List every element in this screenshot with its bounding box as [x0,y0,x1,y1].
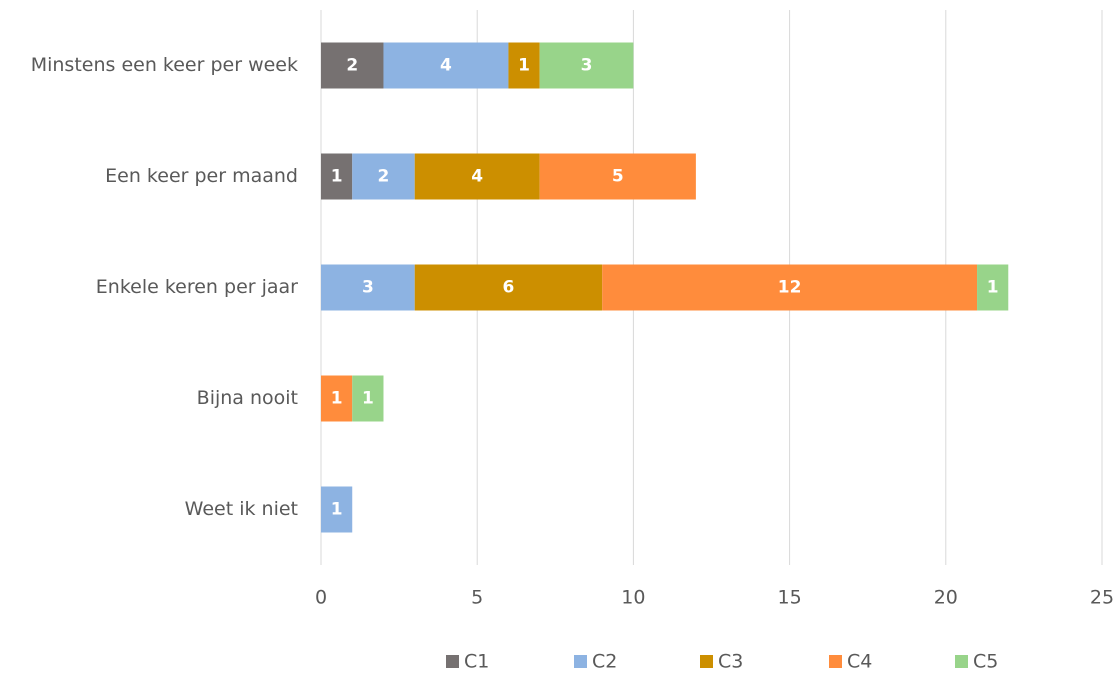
bar-segment [321,42,384,89]
data-label: 2 [378,167,390,187]
y-tick-label: Weet ik niet [185,498,298,520]
y-tick-label: Een keer per maand [105,165,298,187]
bar-segment [539,42,634,89]
bar-segment [539,153,696,200]
y-tick-label: Enkele keren per jaar [96,276,298,298]
legend-swatch [829,655,842,668]
bar-segment [321,486,353,533]
legend-swatch [955,655,968,668]
data-label: 5 [612,167,624,187]
legend-label: C3 [718,651,743,673]
data-label: 1 [331,167,343,187]
x-tick-label: 0 [315,587,327,609]
legend-label: C5 [973,651,998,673]
y-tick-label: Minstens een keer per week [31,54,298,76]
data-label: 1 [518,56,530,76]
bar-segment [352,375,384,422]
data-label: 4 [471,167,483,187]
legend-swatch [446,655,459,668]
bar-segment [321,375,353,422]
data-label: 1 [331,389,343,409]
bar-segment [383,42,509,89]
x-tick-label: 10 [621,587,645,609]
data-label: 4 [440,56,452,76]
data-label: 1 [987,278,999,298]
x-tick-label: 15 [778,587,802,609]
data-label: 6 [503,278,515,298]
bar-segment [321,153,353,200]
legend-swatch [574,655,587,668]
legend-label: C2 [592,651,617,673]
bar-segment [321,264,415,311]
x-tick-label: 20 [934,587,958,609]
bar-segment [352,153,415,200]
data-label: 3 [362,278,374,298]
x-tick-label: 5 [471,587,483,609]
legend-label: C4 [847,651,872,673]
data-label: 2 [346,56,358,76]
legend-label: C1 [464,651,489,673]
x-tick-label: 25 [1090,587,1114,609]
data-label: 3 [581,56,593,76]
bar-segment [414,264,603,311]
data-label: 1 [331,500,343,520]
y-tick-label: Bijna nooit [197,387,298,409]
legend-swatch [700,655,713,668]
data-label: 12 [778,278,802,298]
bar-segment [414,153,540,200]
data-label: 1 [362,389,374,409]
bar-segment [508,42,540,89]
bar-segment [977,264,1009,311]
bar-segment [602,264,978,311]
